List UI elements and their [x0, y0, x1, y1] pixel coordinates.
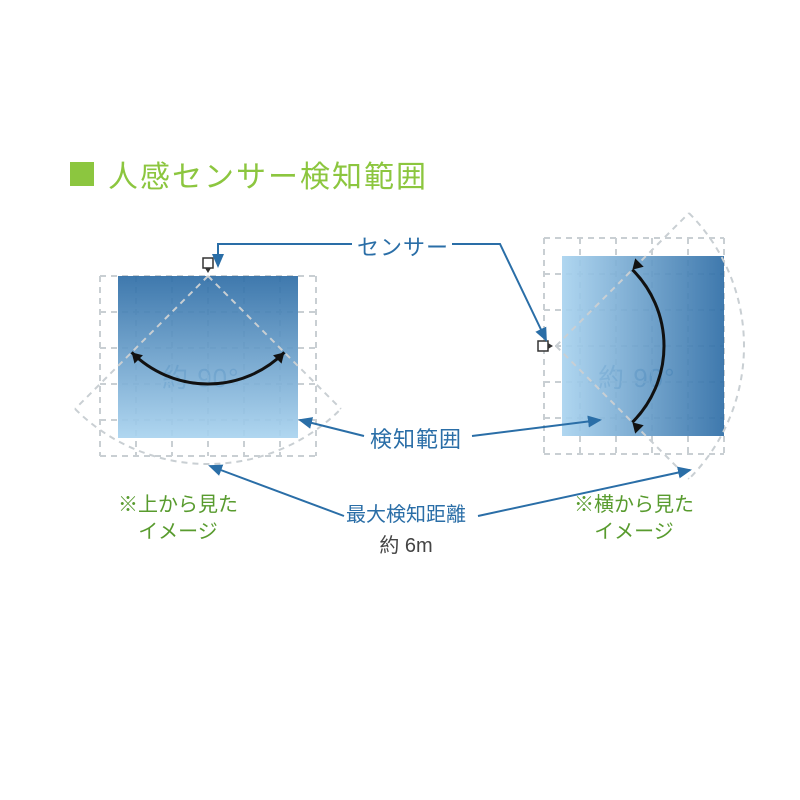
- diagram-svg: [0, 0, 800, 800]
- diagram-stage: 人感センサー検知範囲 センサー 検知範囲 約 90° 約 90° ※上から見た …: [0, 0, 800, 800]
